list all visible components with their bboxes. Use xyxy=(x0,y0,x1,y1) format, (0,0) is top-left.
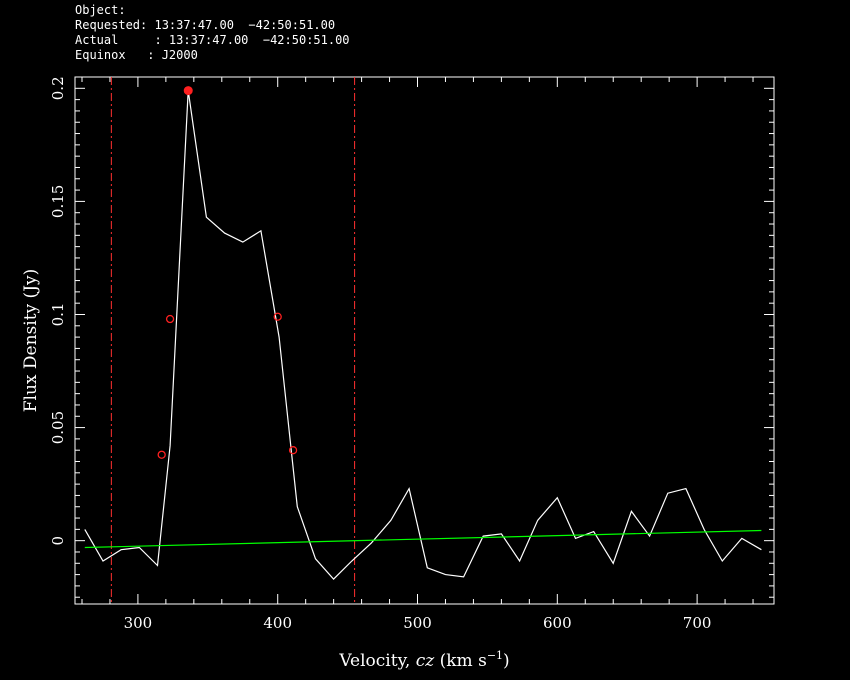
equinox-label: Equinox : J2000 xyxy=(75,48,198,62)
requested-coordinates: Requested: 13:37:47.00 −42:50:51.00 xyxy=(75,18,336,32)
width-marker xyxy=(273,312,282,321)
object-label: Object: xyxy=(75,3,126,17)
x-axis-title-cz: cz xyxy=(416,651,436,671)
actual-coordinates: Actual : 13:37:47.00 −42:50:51.00 xyxy=(75,33,350,47)
object-info-header: Object: Requested: 13:37:47.00 −42:50:51… xyxy=(75,3,350,63)
x-axis-title-close: ) xyxy=(503,651,510,671)
x-axis-title: Velocity, cz (km s−1) xyxy=(338,649,509,671)
peak-marker xyxy=(183,86,193,96)
y-tick-label: 0.2 xyxy=(49,76,67,100)
x-tick-label: 300 xyxy=(124,614,153,632)
y-tick-label: 0.05 xyxy=(49,411,67,444)
x-tick-label: 700 xyxy=(683,614,712,632)
plot-frame xyxy=(74,76,775,605)
spectrum-line xyxy=(84,90,762,580)
x-tick-label: 600 xyxy=(543,614,572,632)
baseline-fit-line xyxy=(84,529,762,549)
width-marker xyxy=(288,446,298,455)
y-tick-label: 0 xyxy=(49,536,67,546)
x-axis-title-text: Velocity, xyxy=(338,651,415,671)
x-tick-label: 500 xyxy=(403,614,432,632)
y-tick-label: 0.1 xyxy=(49,303,67,327)
x-axis-title-units: (km s xyxy=(434,651,487,671)
y-axis-title: Flux Density (Jy) xyxy=(21,269,41,413)
x-tick-label: 400 xyxy=(263,614,292,632)
y-tick-label: 0.15 xyxy=(49,185,67,218)
width-marker xyxy=(157,450,166,459)
width-marker xyxy=(165,314,175,324)
x-axis-title-exponent: −1 xyxy=(487,649,503,662)
